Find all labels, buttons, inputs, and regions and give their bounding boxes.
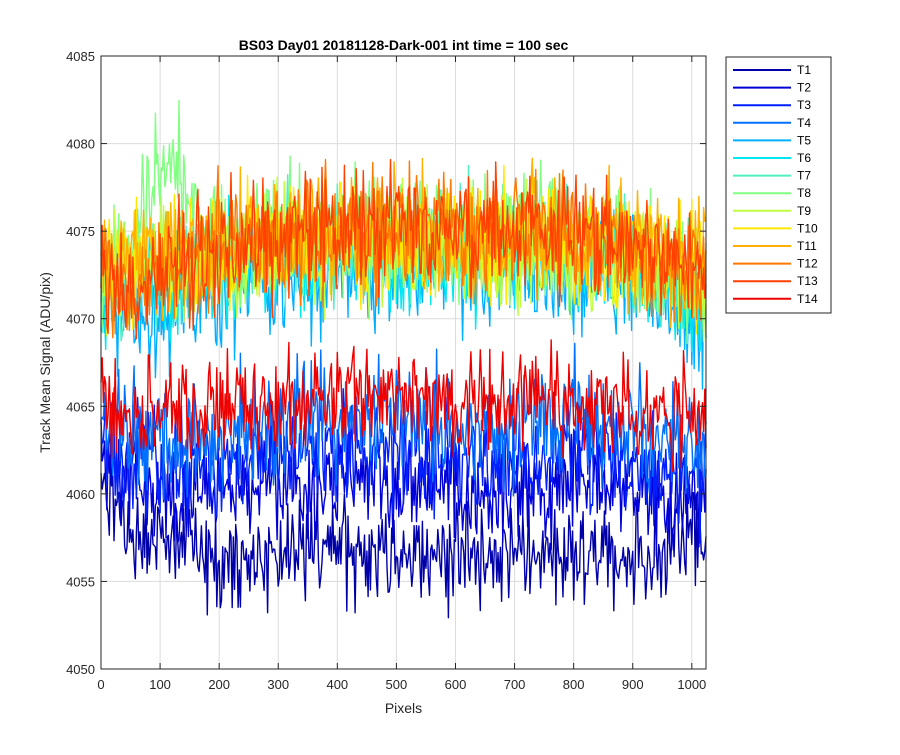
series-line-t14 [100,339,707,473]
y-tick-label: 4070 [66,312,95,327]
chart-title: BS03 Day01 20181128-Dark-001 int time = … [239,37,569,53]
y-tick-label: 4080 [66,137,95,152]
plot-frame [100,55,707,670]
x-axis-label: Pixels [385,700,422,716]
axis-ticks: 0 100 200 300 400 500 600 700 800 900 1000 4050 4055… [66,49,706,692]
legend-label-t8: T8 [797,186,811,200]
y-tick-label: 4060 [66,487,95,502]
plot-area [101,56,706,669]
series-line-t1 [100,455,707,619]
x-tick-label: 500 [386,677,408,692]
x-tick-label: 900 [622,677,644,692]
legend-label-t1: T1 [797,63,811,77]
legend-label-t10: T10 [797,221,818,235]
y-axis-label: Track Mean Signal (ADU/pix) [37,272,53,453]
y-tick-label: 4085 [66,49,95,64]
x-tick-label: 100 [149,677,171,692]
legend-box [725,56,832,314]
x-tick-label: 600 [445,677,467,692]
x-tick-label: 1000 [677,677,706,692]
legend-label-t12: T12 [797,257,818,271]
legend-label-t13: T13 [797,274,818,288]
y-tick-label: 4075 [66,224,95,239]
legend-label-t11: T11 [797,239,817,253]
legend-label-t9: T9 [797,204,811,218]
y-tick-label: 4050 [66,662,95,677]
legend-label-t6: T6 [797,151,811,165]
x-tick-label: 400 [326,677,348,692]
y-tick-label: 4055 [66,574,95,589]
legend-label-t2: T2 [797,81,811,95]
y-tick-label: 4065 [66,399,95,414]
x-tick-label: 0 [97,677,104,692]
x-tick-label: 800 [563,677,585,692]
legend-label-t3: T3 [797,98,811,112]
legend-label-t4: T4 [797,116,811,130]
x-tick-label: 200 [208,677,230,692]
legend-label-t7: T7 [797,169,811,183]
legend: T1 T2 T3 T4 T5 T6 T7 T8 T9 T10 T11 T12 T13 T14 [725,56,832,314]
x-tick-label: 700 [504,677,526,692]
series-line-t13 [100,158,707,340]
legend-label-t14: T14 [797,292,818,306]
legend-label-t5: T5 [797,133,811,147]
x-tick-label: 300 [267,677,289,692]
series-lines [100,99,707,619]
